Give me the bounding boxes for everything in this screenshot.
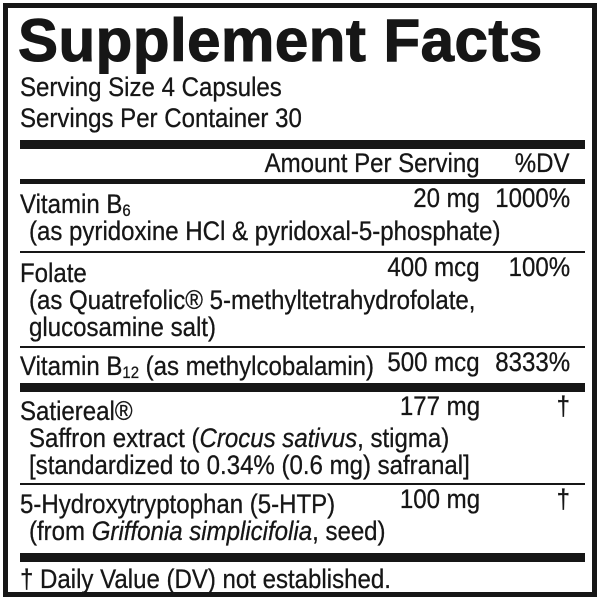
divider-thin [20, 346, 585, 348]
nutrient-source-line: Saffron extract (Crocus sativus, stigma) [29, 423, 450, 453]
species-name: Griffonia simplicifolia [91, 516, 313, 546]
nutrient-row-vitamin-b6: Vitamin B6 20 mg 1000% (as pyridoxine HC… [20, 184, 585, 251]
nutrient-name: Vitamin B6 [20, 189, 131, 220]
amount-per-serving-header: Amount Per Serving [264, 148, 480, 178]
nutrient-name: Folate [20, 258, 87, 288]
nutrient-dv: † [556, 484, 570, 514]
subscript: 12 [122, 363, 139, 382]
percent-dv-header: %DV [515, 148, 570, 178]
nutrient-dv: 8333% [495, 347, 570, 377]
nutrient-source-line-2: glucosamine salt) [29, 312, 216, 342]
servings-per-container-text: Servings Per Container 30 [20, 103, 302, 133]
nutrient-dv: 100% [508, 252, 570, 282]
nutrient-row-folate: Folate 400 mcg 100% (as Quatrefolic® 5-m… [20, 253, 585, 346]
nutrient-source-line: (as pyridoxine HCl & pyridoxal-5-phospha… [29, 216, 501, 246]
nutrient-name: Satiereal® [20, 396, 133, 426]
nutrient-name: Vitamin B12 (as methylcobalamin) [20, 351, 375, 382]
nutrient-amount: 20 mg [413, 183, 480, 213]
serving-size-text: Serving Size 4 Capsules [20, 72, 282, 102]
serving-size-line: Serving Size 4 Capsules [20, 72, 585, 103]
nutrient-dv: 1000% [495, 183, 570, 213]
divider-thin [20, 251, 585, 253]
divider-medium-header [20, 179, 585, 184]
nutrient-standardization-line: [standardized to 0.34% (0.6 mg) safranal… [29, 450, 470, 480]
nutrient-row-satiereal: Satiereal® 177 mg † Saffron extract (Cro… [20, 392, 585, 483]
column-header-row: Amount Per Serving %DV [20, 149, 585, 179]
nutrient-row-5htp: 5-Hydroxytryptophan (5-HTP) 100 mg † (fr… [20, 485, 585, 550]
divider-thick-top [20, 140, 585, 149]
nutrient-amount: 100 mg [399, 484, 480, 514]
dv-footnote: † Daily Value (DV) not established. [20, 564, 391, 594]
nutrient-dv: † [556, 391, 570, 421]
panel-title: Supplement Facts [17, 7, 543, 74]
nutrient-name: 5-Hydroxytryptophan (5-HTP) [20, 489, 336, 519]
divider-thick-bottom [20, 553, 585, 562]
nutrient-amount: 400 mcg [387, 252, 480, 282]
nutrient-source-line: (as Quatrefolic® 5-methyltetrahydrofolat… [29, 285, 476, 315]
nutrient-amount: 500 mcg [387, 347, 480, 377]
subscript: 6 [122, 201, 131, 220]
species-name: Crocus sativus [199, 423, 358, 453]
nutrient-source-line: (from Griffonia simplicifolia, seed) [29, 516, 386, 546]
servings-per-container-line: Servings Per Container 30 [20, 103, 585, 134]
divider-thick-middle [20, 383, 585, 392]
supplement-facts-panel: Supplement Facts Serving Size 4 Capsules… [3, 3, 597, 597]
nutrient-row-vitamin-b12: Vitamin B12 (as methylcobalamin) 500 mcg… [20, 348, 585, 383]
divider-thin [20, 483, 585, 485]
nutrient-amount: 177 mg [399, 391, 480, 421]
